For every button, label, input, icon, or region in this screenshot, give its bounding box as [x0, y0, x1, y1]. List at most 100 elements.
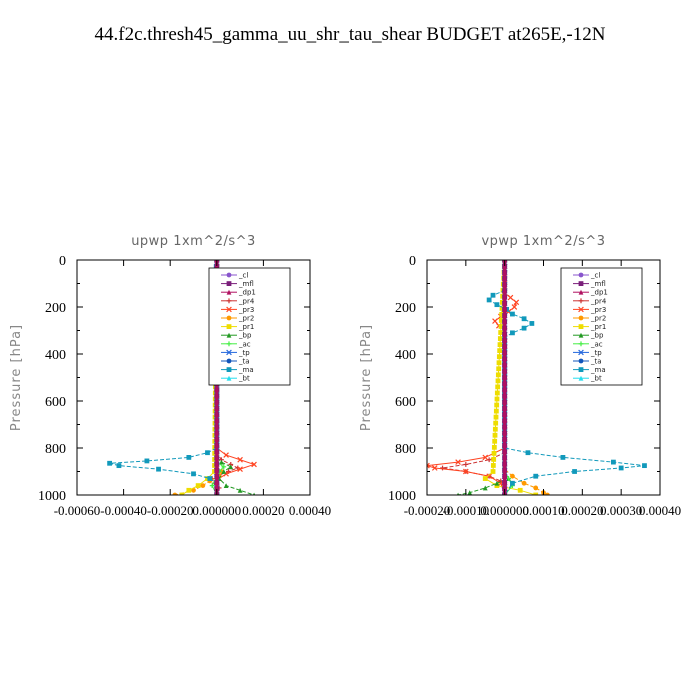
- legend-entry-dp1: _dp1: [573, 289, 608, 297]
- data-point: [502, 424, 508, 430]
- legend-entry-bt: _bt: [221, 375, 250, 383]
- data-point: [611, 459, 616, 465]
- legend-label: _tp: [238, 349, 250, 357]
- data-point: [214, 486, 220, 492]
- data-point: [494, 402, 500, 408]
- legend-marker: [578, 281, 584, 286]
- data-point: [496, 360, 502, 366]
- data-point: [467, 490, 473, 495]
- data-point: [499, 305, 505, 311]
- data-point: [214, 412, 220, 418]
- legend-entry-tp: _tp: [573, 349, 602, 357]
- data-point: [502, 375, 508, 380]
- legend-label: _bp: [238, 332, 252, 340]
- data-point: [502, 276, 508, 281]
- data-point: [572, 469, 577, 474]
- y-tick-label: 600: [395, 395, 416, 410]
- legend-marker: [226, 272, 232, 278]
- legend-label: _mfl: [238, 280, 254, 288]
- data-point: [207, 476, 213, 481]
- legend-entry-tp: _tp: [221, 349, 250, 357]
- legend-entry-pr1: _pr1: [221, 323, 254, 331]
- data-point: [463, 468, 469, 475]
- y-tick-label: 1000: [38, 489, 66, 504]
- x-tick-label: 0.000000: [192, 503, 241, 518]
- legend-label: _pr2: [238, 315, 254, 323]
- legend-entry-cl: _cl: [221, 272, 248, 280]
- data-point: [200, 483, 206, 488]
- data-point: [214, 443, 220, 448]
- data-point: [492, 426, 498, 432]
- series-line: [504, 260, 548, 495]
- legend-marker: [578, 349, 584, 356]
- legend-marker: [578, 306, 584, 313]
- data-point: [214, 399, 220, 405]
- data-point: [498, 318, 504, 323]
- data-point: [502, 282, 508, 288]
- legend-label: _pr4: [590, 297, 607, 305]
- legend-label: _tp: [590, 349, 602, 357]
- data-point: [521, 325, 527, 331]
- data-point: [502, 430, 508, 436]
- data-point: [214, 467, 220, 473]
- data-point: [502, 467, 508, 473]
- data-point: [510, 480, 515, 486]
- legend-marker: [226, 281, 232, 286]
- data-point: [491, 444, 497, 450]
- data-point: [214, 430, 220, 436]
- legend-marker: [578, 375, 584, 381]
- series-group: [427, 260, 647, 495]
- data-point: [496, 366, 502, 372]
- x-tick-label: 0.00030: [600, 503, 642, 518]
- legend-label: _pr3: [238, 306, 254, 314]
- data-point: [492, 318, 498, 324]
- data-point: [463, 462, 469, 467]
- data-point: [237, 487, 243, 493]
- data-point: [221, 469, 227, 474]
- x-tick-label: 0.00040: [639, 503, 681, 518]
- data-point: [510, 311, 515, 317]
- data-point: [502, 399, 508, 405]
- data-point: [618, 465, 624, 471]
- data-point: [486, 297, 492, 303]
- data-point: [498, 330, 504, 335]
- data-point: [502, 387, 508, 393]
- data-point: [517, 487, 523, 493]
- legend-label: _pr1: [238, 323, 254, 331]
- legend-label: _pr4: [238, 297, 255, 305]
- data-point: [237, 466, 243, 472]
- legend-entry-ma: _ma: [221, 366, 254, 374]
- data-point: [228, 464, 234, 470]
- series-line: [109, 260, 221, 495]
- data-point: [494, 396, 500, 402]
- data-point: [214, 424, 220, 430]
- legend-entry-ma: _ma: [573, 366, 606, 374]
- legend-marker: [578, 298, 584, 304]
- data-point: [497, 336, 503, 341]
- data-point: [494, 390, 500, 396]
- legend-marker: [226, 349, 232, 356]
- data-point: [502, 412, 508, 418]
- data-point: [525, 450, 531, 456]
- legend-entry-cl: _cl: [573, 272, 600, 280]
- data-point: [495, 378, 501, 384]
- data-point: [427, 462, 430, 469]
- x-tick-label: -0.00020: [147, 503, 194, 518]
- x-tick-label: 0.000000: [480, 503, 529, 518]
- legend-label: _pr2: [590, 315, 606, 323]
- legend-label: _ta: [238, 358, 250, 366]
- data-point: [223, 452, 229, 458]
- data-point: [455, 459, 461, 465]
- data-point: [482, 485, 488, 491]
- legend-entry-bt: _bt: [573, 375, 602, 383]
- legend-label: _bt: [238, 375, 250, 383]
- data-point: [205, 450, 210, 456]
- legend-label: _bp: [590, 332, 604, 340]
- data-point: [502, 443, 508, 448]
- data-point: [496, 354, 502, 360]
- panel-vpwp: vpwp 1xm^2/s^3 Pressure [hPa] 0 200 400 600 80…: [359, 234, 681, 518]
- data-point: [502, 461, 508, 467]
- data-point: [214, 436, 220, 442]
- data-point: [116, 463, 122, 469]
